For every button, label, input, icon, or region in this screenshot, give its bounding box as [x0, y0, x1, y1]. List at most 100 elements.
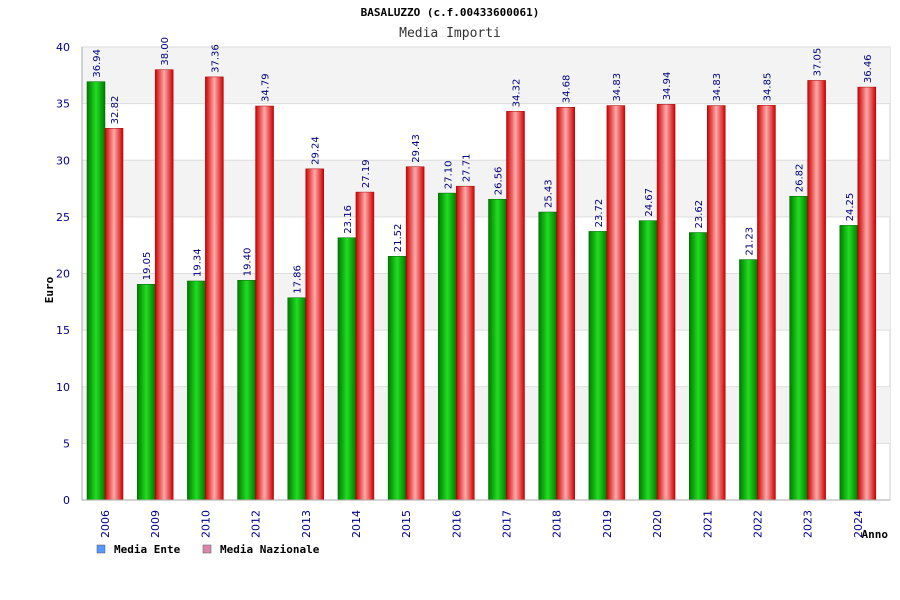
bar-value-label: 32.82: [110, 96, 121, 125]
bar-ente: [739, 259, 758, 501]
bar-value-label: 26.82: [795, 164, 806, 193]
bar-ente: [187, 280, 206, 501]
bar-nazionale: [857, 86, 877, 501]
bar-nazionale: [807, 80, 826, 501]
bar-nazionale: [456, 185, 475, 501]
bar-value-label: 26.56: [494, 167, 505, 196]
bar-nazionale: [104, 128, 124, 501]
bar-nazionale: [305, 168, 324, 501]
y-tick-label: 10: [56, 381, 70, 394]
x-tick-label: 2016: [450, 510, 463, 538]
x-tick-label: 2022: [751, 510, 764, 538]
x-tick-label: 2013: [300, 510, 313, 538]
bar-ente: [588, 231, 608, 501]
bar-ente: [287, 297, 306, 501]
x-tick-label: 2018: [551, 510, 564, 538]
legend-swatch: [96, 544, 106, 554]
bar-value-label: 34.85: [762, 73, 773, 102]
y-tick-label: 15: [56, 324, 70, 337]
x-axis: 2006 2009 2010 2012 2013 2014 2015 2016 2017 2018…: [82, 499, 890, 538]
y-tick-label: 25: [56, 211, 70, 224]
bar-value-label: 37.36: [210, 44, 221, 73]
bar-value-label: 19.34: [192, 248, 203, 277]
bar-value-label: 36.94: [92, 49, 103, 78]
x-tick-label: 2020: [651, 510, 664, 538]
bar-ente: [387, 256, 407, 501]
bar-ente: [86, 81, 106, 501]
bar-value-label: 34.68: [562, 75, 573, 104]
bar-value-label: 23.16: [343, 205, 354, 234]
bar-value-label: 37.05: [813, 48, 824, 77]
x-tick-label: 2012: [250, 510, 263, 538]
x-axis-label: Anno: [862, 528, 889, 541]
bar-ente: [789, 196, 808, 501]
chart-title: BASALUZZO (c.f.00433600061): [361, 6, 540, 19]
x-tick-label: 2017: [501, 510, 514, 538]
bar-value-label: 38.00: [160, 37, 171, 66]
y-tick-label: 30: [56, 154, 70, 167]
bar-nazionale: [154, 69, 174, 501]
bar-nazionale: [556, 106, 575, 501]
legend-swatch: [202, 544, 212, 554]
bar-ente: [839, 225, 859, 501]
bars: 36.94 32.82 19.05 38.00 19.34 37.36 19.40 34.79…: [86, 37, 877, 501]
bar-value-label: 19.40: [243, 248, 254, 277]
bar-value-label: 27.19: [361, 159, 372, 188]
legend: Media Ente Media Nazionale: [96, 543, 320, 556]
bar-nazionale: [355, 191, 375, 501]
bar-value-label: 34.94: [662, 72, 673, 101]
chart-subtitle: Media Importi: [399, 26, 501, 41]
bar-ente: [136, 284, 156, 501]
bar-nazionale: [656, 104, 676, 501]
y-tick-label: 20: [56, 268, 70, 281]
y-axis: 0 5 10 15 20 25 30 35 40: [56, 41, 83, 507]
bar-ente: [337, 237, 357, 501]
bar-nazionale: [205, 76, 224, 501]
x-tick-label: 2006: [99, 510, 112, 538]
x-tick-label: 2009: [149, 510, 162, 538]
y-tick-label: 5: [63, 437, 70, 450]
bar-ente: [237, 280, 256, 501]
x-tick-label: 2021: [701, 510, 714, 538]
bar-value-label: 36.46: [863, 54, 874, 83]
bar-value-label: 34.83: [612, 73, 623, 102]
y-tick-label: 35: [56, 98, 70, 111]
y-tick-label: 40: [56, 41, 70, 54]
bar-value-label: 21.52: [393, 224, 404, 253]
bar-value-label: 17.86: [293, 265, 304, 294]
bar-value-label: 25.43: [544, 179, 555, 208]
bar-nazionale: [606, 105, 626, 501]
bar-value-label: 27.10: [443, 160, 454, 189]
bar-nazionale: [506, 111, 525, 501]
bar-value-label: 27.71: [461, 154, 472, 183]
x-tick-label: 2024: [852, 510, 865, 538]
bar-ente: [488, 198, 507, 501]
bar-nazionale: [405, 166, 425, 501]
bar-value-label: 21.23: [744, 227, 755, 256]
bar-ente: [638, 220, 658, 501]
y-tick-label: 0: [63, 494, 70, 507]
bar-value-label: 24.67: [644, 188, 655, 217]
bar-value-label: 23.62: [694, 200, 705, 229]
x-tick-label: 2014: [350, 510, 363, 538]
x-tick-label: 2019: [601, 510, 614, 538]
bar-value-label: 19.05: [142, 252, 153, 281]
legend-label: Media Nazionale: [220, 543, 320, 556]
y-axis-label: Euro: [43, 276, 56, 303]
x-tick-label: 2023: [802, 510, 815, 538]
x-tick-label: 2010: [199, 510, 212, 538]
bar-value-label: 29.43: [411, 134, 422, 163]
bar-ente: [438, 192, 457, 501]
bar-value-label: 34.79: [261, 73, 272, 102]
bar-value-label: 34.32: [512, 79, 523, 108]
bar-value-label: 23.72: [594, 199, 605, 228]
bar-value-label: 34.83: [712, 73, 723, 102]
bar-ente: [538, 211, 557, 501]
x-tick-label: 2015: [400, 510, 413, 538]
legend-label: Media Ente: [114, 543, 181, 556]
bar-ente: [689, 232, 708, 501]
bar-nazionale: [255, 105, 274, 501]
bar-nazionale: [707, 105, 726, 501]
bar-nazionale: [757, 105, 776, 501]
